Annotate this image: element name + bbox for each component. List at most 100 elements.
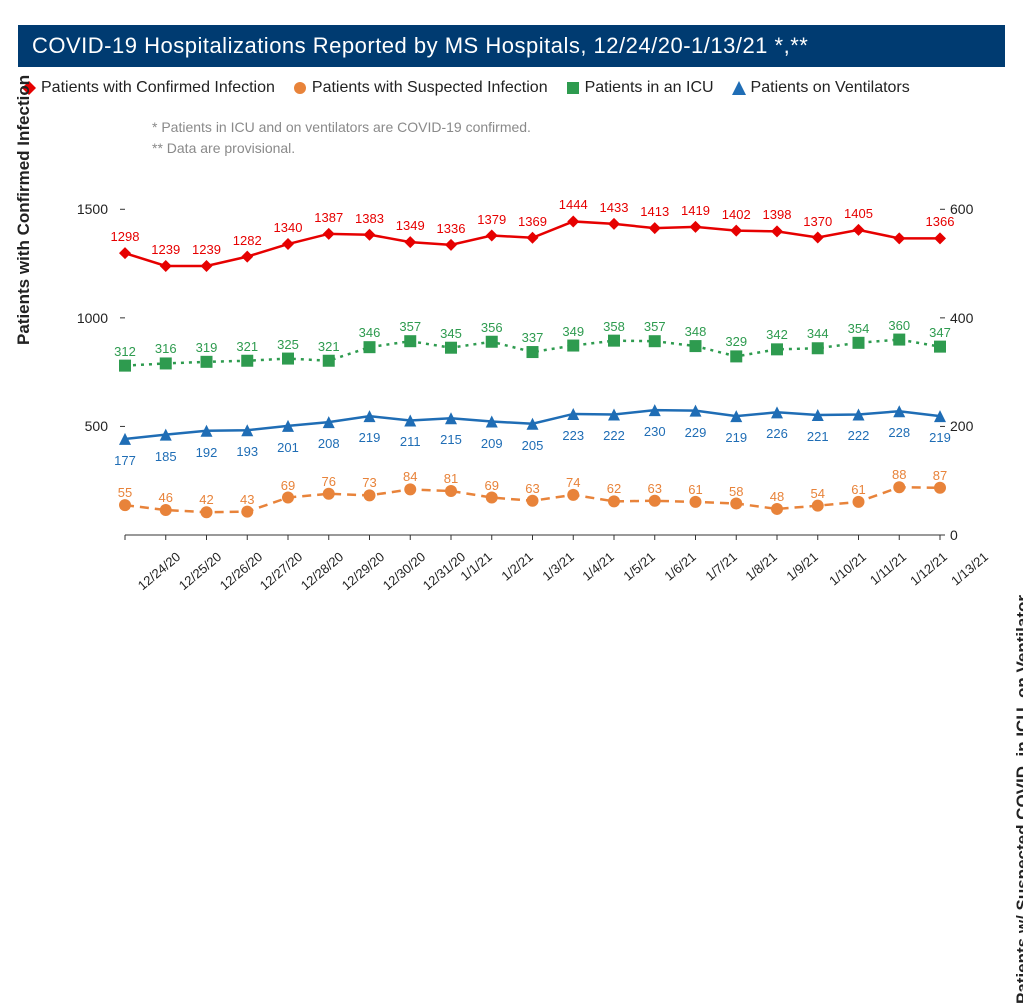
data-label: 1370 xyxy=(803,214,832,229)
data-label: 1369 xyxy=(518,214,547,229)
data-label: 209 xyxy=(481,436,503,451)
y-tick-right: 0 xyxy=(950,527,990,543)
data-label: 219 xyxy=(725,430,747,445)
data-label: 1366 xyxy=(926,214,955,229)
data-label: 319 xyxy=(196,340,218,355)
data-label: 201 xyxy=(277,440,299,455)
data-label: 1405 xyxy=(844,206,873,221)
y-axis-right-label: Patients w/ Suspected COVID, in ICU, on … xyxy=(1013,595,1023,1004)
legend-item: Patients in an ICU xyxy=(566,79,714,97)
data-label: 1298 xyxy=(111,229,140,244)
data-label: 61 xyxy=(688,482,702,497)
data-label: 346 xyxy=(359,325,381,340)
data-label: 1239 xyxy=(151,242,180,257)
data-label: 55 xyxy=(118,485,132,500)
y-tick-left: 1500 xyxy=(68,201,108,217)
data-label: 342 xyxy=(766,327,788,342)
data-label: 222 xyxy=(848,428,870,443)
data-label: 1340 xyxy=(274,220,303,235)
y-tick-right: 400 xyxy=(950,310,990,326)
data-label: 61 xyxy=(851,482,865,497)
legend-item: Patients with Suspected Infection xyxy=(293,79,548,97)
data-label: 208 xyxy=(318,436,340,451)
legend-label: Patients on Ventilators xyxy=(751,79,910,97)
data-label: 192 xyxy=(196,445,218,460)
data-label: 329 xyxy=(725,334,747,349)
y-axis-left-label: Patients with Confirmed Infection xyxy=(14,75,34,345)
data-label: 344 xyxy=(807,326,829,341)
legend-item: Patients with Confirmed Infection xyxy=(22,79,275,97)
legend-label: Patients in an ICU xyxy=(585,79,714,97)
data-label: 69 xyxy=(485,478,499,493)
data-label: 312 xyxy=(114,344,136,359)
data-label: 226 xyxy=(766,426,788,441)
data-label: 74 xyxy=(566,475,580,490)
data-label: 219 xyxy=(359,430,381,445)
plot-area: 50010001500020040060012/24/2012/25/2012/… xyxy=(70,110,970,590)
data-label: 1444 xyxy=(559,197,588,212)
data-label: 354 xyxy=(848,321,870,336)
y-tick-left: 500 xyxy=(68,418,108,434)
data-label: 48 xyxy=(770,489,784,504)
data-label: 63 xyxy=(648,481,662,496)
data-label: 211 xyxy=(400,434,421,449)
data-label: 69 xyxy=(281,478,295,493)
data-label: 1433 xyxy=(600,200,629,215)
data-label: 205 xyxy=(522,438,544,453)
data-label: 63 xyxy=(525,481,539,496)
legend: Patients with Confirmed Infection Patient… xyxy=(18,67,1005,101)
data-label: 357 xyxy=(644,319,666,334)
chart-title: COVID-19 Hospitalizations Reported by MS… xyxy=(18,25,1005,67)
data-label: 1383 xyxy=(355,211,384,226)
legend-label: Patients with Suspected Infection xyxy=(312,79,548,97)
data-label: 221 xyxy=(807,429,829,444)
data-label: 1239 xyxy=(192,242,221,257)
data-label: 81 xyxy=(444,471,458,486)
data-label: 1387 xyxy=(314,210,343,225)
data-label: 42 xyxy=(199,492,213,507)
data-label: 46 xyxy=(159,490,173,505)
data-label: 1336 xyxy=(437,221,466,236)
data-label: 229 xyxy=(685,425,707,440)
data-label: 58 xyxy=(729,484,743,499)
data-label: 357 xyxy=(399,319,421,334)
data-label: 1282 xyxy=(233,233,262,248)
data-label: 228 xyxy=(888,425,910,440)
data-label: 54 xyxy=(811,486,825,501)
data-label: 84 xyxy=(403,469,417,484)
data-label: 76 xyxy=(322,474,336,489)
data-label: 316 xyxy=(155,341,177,356)
data-label: 1413 xyxy=(640,204,669,219)
data-label: 1419 xyxy=(681,203,710,218)
data-label: 62 xyxy=(607,481,621,496)
data-label: 185 xyxy=(155,449,177,464)
data-label: 360 xyxy=(888,318,910,333)
y-tick-left: 1000 xyxy=(68,310,108,326)
chart-container: COVID-19 Hospitalizations Reported by MS… xyxy=(0,0,1023,642)
data-label: 347 xyxy=(929,325,951,340)
legend-item: Patients on Ventilators xyxy=(732,79,910,97)
data-label: 193 xyxy=(236,444,258,459)
data-label: 321 xyxy=(236,339,258,354)
data-label: 87 xyxy=(933,468,947,483)
data-label: 215 xyxy=(440,432,462,447)
data-label: 177 xyxy=(114,453,136,468)
data-label: 337 xyxy=(522,330,544,345)
y-tick-right: 600 xyxy=(950,201,990,217)
data-label: 321 xyxy=(318,339,340,354)
data-label: 73 xyxy=(362,475,376,490)
data-label: 1398 xyxy=(763,207,792,222)
data-label: 348 xyxy=(685,324,707,339)
data-label: 1379 xyxy=(477,212,506,227)
data-label: 358 xyxy=(603,319,625,334)
legend-marker-icon xyxy=(732,81,746,95)
legend-marker-icon xyxy=(293,81,307,95)
data-label: 1402 xyxy=(722,207,751,222)
legend-label: Patients with Confirmed Infection xyxy=(41,79,275,97)
data-label: 43 xyxy=(240,492,254,507)
data-label: 356 xyxy=(481,320,503,335)
legend-marker-icon xyxy=(566,81,580,95)
data-label: 349 xyxy=(562,324,584,339)
data-label: 1349 xyxy=(396,218,425,233)
data-label: 230 xyxy=(644,424,666,439)
